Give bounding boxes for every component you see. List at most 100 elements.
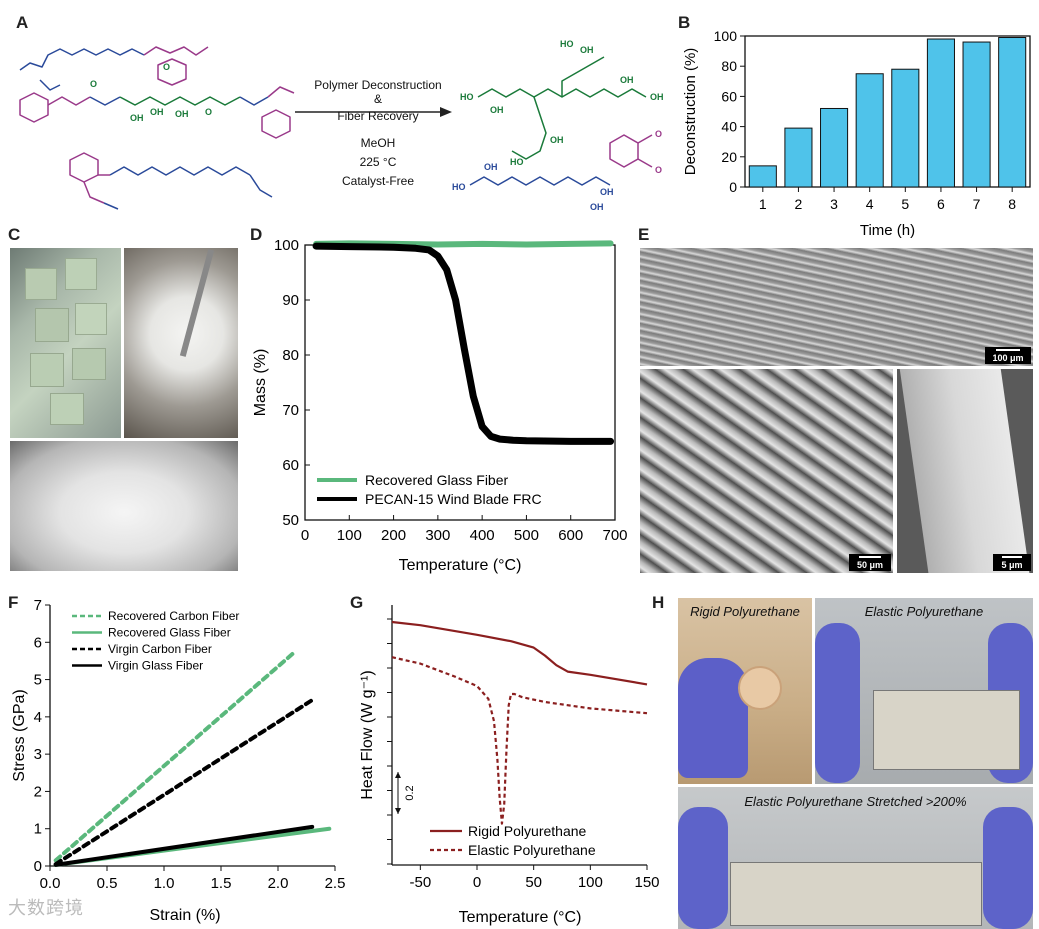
- photo-recovered-fibers-tray: [10, 441, 238, 571]
- chart-f-ytick-label: 5: [34, 672, 42, 689]
- svg-text:OH: OH: [620, 75, 634, 85]
- chart-b-plot: 0 20 40 60 80 100 1 2 3 4 5 6 7 8 Time (h) Deconstructi…: [682, 28, 1031, 239]
- chart-g-series-2: [391, 656, 648, 825]
- scheme-line-3: Fiber Recovery: [337, 109, 418, 123]
- chart-f-ytick-label: 1: [34, 821, 42, 838]
- chart-b-xtick-label: 5: [901, 196, 909, 212]
- chart-b-bar-4: [855, 73, 884, 188]
- chart-b-xtick-label: 6: [937, 196, 945, 212]
- svg-text:HO: HO: [452, 182, 466, 192]
- chart-f-ytick-label: 3: [34, 746, 42, 763]
- chart-g-xtick-label: 100: [578, 874, 603, 891]
- chart-b-xtick-label: 3: [830, 196, 838, 212]
- chart-f-xtick-label: 0.0: [40, 875, 61, 892]
- scheme-line-2: &: [374, 92, 382, 106]
- svg-text:O: O: [90, 79, 97, 89]
- chart-g-xtick-label: 50: [525, 874, 542, 891]
- chart-b-xtick-label: 1: [759, 196, 767, 212]
- chart-f-xtick-label: 2.5: [325, 875, 345, 892]
- panel-label-g: G: [350, 593, 364, 612]
- chart-f-xtick-label: 2.0: [268, 875, 289, 892]
- chart-b-frame: [744, 35, 1031, 188]
- chemical-scheme: O OH OH O OH O Polymer Deconstruction & …: [19, 39, 664, 212]
- photo-stretched-pu: [678, 787, 1033, 929]
- svg-text:O: O: [655, 165, 662, 175]
- chart-g-xtick-label: 150: [634, 874, 659, 891]
- chart-f-series-1: [53, 649, 298, 863]
- chart-g-scale-arrow-up: [395, 772, 401, 778]
- svg-text:O: O: [205, 107, 212, 117]
- chart-b: 0 20 40 60 80 100 1 2 3 4 5 6 7 8 Time (h) Deconstructi…: [682, 28, 1031, 239]
- photo-elastic-pu: [815, 598, 1033, 784]
- chart-g-legend-label-2: Elastic Polyurethane: [468, 842, 596, 858]
- chart-d-series-2: [312, 242, 615, 445]
- photo-reactor-fibers: [124, 248, 238, 438]
- chart-g-legend-label-1: Rigid Polyurethane: [468, 823, 587, 839]
- panel-label-e: E: [638, 225, 650, 244]
- panel-label-f: F: [8, 593, 19, 612]
- chart-f-ytick-label: 6: [34, 634, 42, 651]
- chart-b-xlabel: Time (h): [860, 222, 915, 239]
- svg-text:OH: OH: [130, 113, 144, 123]
- chart-d-xtick-label: 100: [337, 527, 362, 544]
- sem-image-top: 100 μm: [640, 248, 1033, 366]
- chart-b-bar-3: [820, 107, 849, 188]
- chart-d-ytick-label: 50: [282, 512, 299, 529]
- chart-f-series-3: [53, 698, 315, 867]
- chart-f-xtick-label: 0.5: [97, 875, 118, 892]
- chart-d: 50 60 70 80 90 100 0 100 200 300 400 500 600 700 Recov…: [252, 240, 628, 574]
- chart-d-legend-label-1: Recovered Glass Fiber: [365, 472, 509, 488]
- chart-d-xtick-label: 200: [381, 527, 406, 544]
- chart-b-bar-2: [784, 127, 813, 188]
- chart-b-ytick-label: 100: [714, 28, 738, 44]
- chart-d-ytick-label: 60: [282, 457, 299, 474]
- scalebar-top: 100 μm: [985, 347, 1031, 364]
- caption-elastic-pu: Elastic Polyurethane: [864, 604, 984, 619]
- scheme-line-1: Polymer Deconstruction: [314, 78, 441, 92]
- chart-d-ytick-label: 100: [274, 240, 299, 254]
- svg-text:OH: OH: [600, 187, 614, 197]
- caption-stretched-pu: Elastic Polyurethane Stretched >200%: [744, 794, 967, 809]
- chart-b-xtick-label: 8: [1008, 196, 1016, 212]
- panel-label-c: C: [8, 225, 21, 244]
- chart-d-legend-label-2: PECAN-15 Wind Blade FRC: [365, 491, 542, 507]
- chart-d-xtick-label: 300: [425, 527, 450, 544]
- svg-text:OH: OH: [650, 92, 664, 102]
- chart-b-ytick-label: 60: [721, 88, 737, 104]
- chart-g-scale-arrow-down: [395, 808, 401, 814]
- chart-b-bar-8: [998, 37, 1027, 188]
- chart-g-ylabel: Heat Flow (W g⁻¹): [359, 670, 376, 799]
- chart-b-xtick-label: 7: [973, 196, 981, 212]
- chart-d-xtick-label: 600: [558, 527, 583, 544]
- chart-b-ytick-label: 0: [729, 179, 737, 195]
- chart-g-xlabel: Temperature (°C): [459, 909, 582, 926]
- panel-label-h: H: [652, 593, 665, 612]
- chart-g-xtick-label: -50: [409, 874, 431, 891]
- svg-text:HO: HO: [510, 157, 524, 167]
- chart-f-plot: 0 1 2 3 4 5 6 7 0.0 0.5 1.0 1.5 2.0 2.5 Recovered Carb…: [11, 600, 345, 924]
- chart-d-ytick-label: 70: [282, 402, 299, 419]
- svg-text:OH: OH: [150, 107, 164, 117]
- panel-label-a: A: [16, 13, 29, 32]
- chart-g-scale-label: 0.2: [404, 785, 416, 800]
- chart-b-ytick-label: 80: [721, 58, 737, 74]
- chart-d-plot: 50 60 70 80 90 100 0 100 200 300 400 500 600 700 Recov…: [252, 240, 628, 574]
- chart-b-bar-6: [926, 38, 955, 188]
- scalebar-bottom-right: 5 μm: [993, 554, 1031, 571]
- chart-d-xtick-label: 700: [602, 527, 627, 544]
- panel-label-d: D: [250, 225, 263, 244]
- chart-d-xtick-label: 0: [301, 527, 309, 544]
- sem-image-bottom-right: 5 μm: [897, 369, 1033, 573]
- chart-b-bar-5: [891, 68, 920, 188]
- chart-d-ytick-label: 80: [282, 347, 299, 364]
- svg-text:O: O: [163, 62, 170, 72]
- scalebar-bottom-left: 50 μm: [849, 554, 891, 571]
- photo-resin-cubes: [10, 248, 121, 438]
- chart-g-xtick-label: 0: [473, 874, 481, 891]
- chart-d-xtick-label: 500: [514, 527, 539, 544]
- chart-b-ytick-label: 20: [721, 149, 737, 165]
- chart-b-bar-1: [748, 165, 777, 188]
- chart-d-ytick-label: 90: [282, 292, 299, 309]
- scheme-line-4: MeOH: [361, 136, 396, 150]
- photo-rigid-pu: [678, 598, 812, 784]
